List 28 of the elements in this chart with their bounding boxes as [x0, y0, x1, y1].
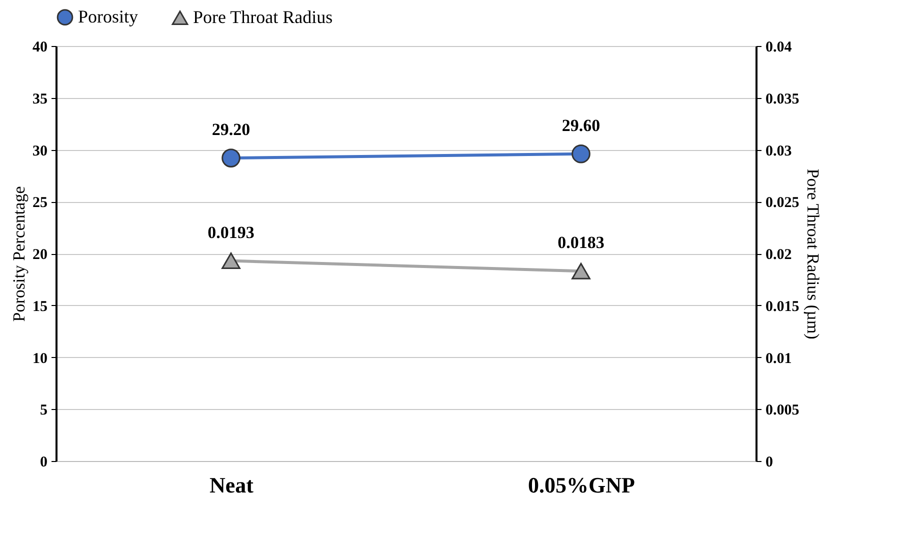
y-tick-label: 0	[40, 454, 48, 470]
legend-label: Porosity	[78, 6, 138, 26]
y2-tick-label: 0	[766, 454, 773, 470]
y2-tick-label: 0.04	[766, 40, 792, 56]
x-tick-label: 0.05%GNP	[528, 472, 635, 498]
y-axis-title: Porosity Percentage	[10, 186, 28, 322]
y-tick-label: 35	[32, 91, 48, 108]
y2-tick-label: 0.035	[766, 91, 800, 108]
x-tick-label: Neat	[210, 472, 254, 498]
y2-tick-label: 0.03	[766, 143, 792, 160]
data-label: 0.0193	[208, 222, 254, 242]
data-label: 29.20	[212, 120, 250, 140]
y-tick-label: 30	[32, 143, 48, 160]
y-tick-label: 25	[32, 195, 48, 212]
y-tick-label: 20	[32, 247, 48, 263]
y2-tick-label: 0.01	[766, 350, 792, 367]
y-tick-label: 40	[32, 40, 48, 56]
y2-tick-label: 0.025	[766, 195, 800, 212]
y2-tick-label: 0.005	[766, 402, 800, 419]
y-tick-label: 10	[32, 350, 48, 367]
y2-tick-label: 0.02	[766, 247, 792, 263]
y2-axis-title: Pore Throat Radius (µm)	[803, 168, 822, 340]
y2-tick-label: 0.015	[766, 298, 800, 315]
data-label: 0.0183	[558, 233, 604, 252]
data-label: 29.60	[562, 116, 600, 135]
legend-label: Pore Throat Radius	[193, 6, 333, 27]
y-tick-label: 5	[40, 402, 48, 419]
y-tick-label: 15	[32, 298, 48, 315]
